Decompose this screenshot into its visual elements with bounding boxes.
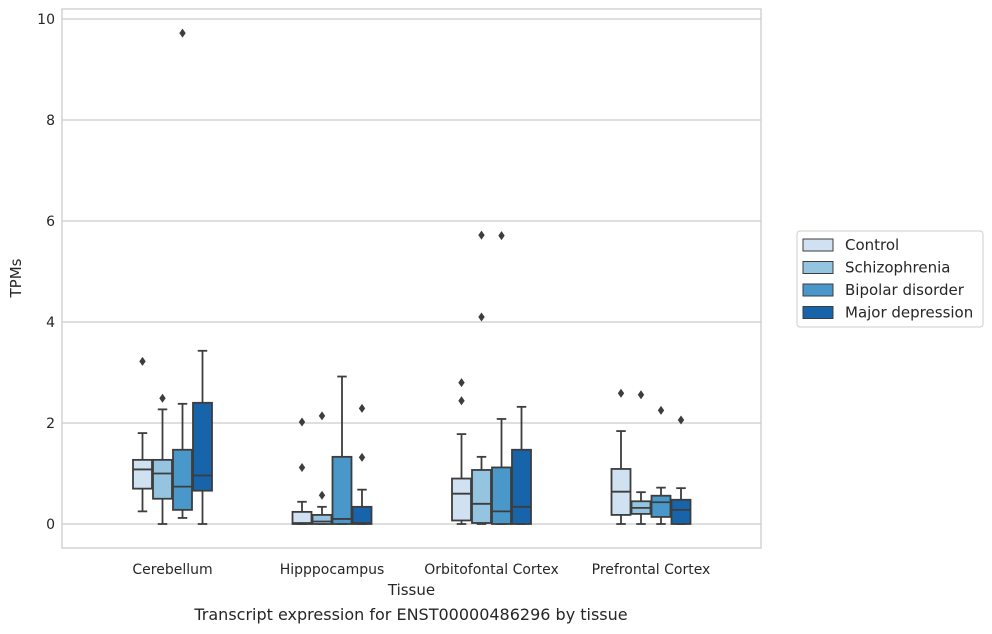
outlier-point: [458, 378, 465, 388]
legend-swatch: [802, 306, 834, 319]
outlier-point: [478, 230, 485, 240]
box-2-0: [172, 28, 193, 519]
x-tick-label: Cerebellum: [132, 562, 212, 578]
box-0-0: [132, 356, 153, 513]
box-iqr: [192, 401, 213, 492]
legend-entry-label: Control: [845, 236, 899, 254]
box-iqr: [650, 494, 672, 518]
outlier-point: [677, 415, 685, 425]
legend-swatch: [802, 283, 834, 297]
y-tick-label: 0: [46, 517, 55, 533]
box-0-2: [451, 378, 472, 525]
box-3-0: [192, 349, 213, 525]
outlier-point: [179, 28, 186, 38]
x-tick-label: Orbitofontal Cortex: [424, 562, 559, 578]
legend-frame: [796, 230, 984, 328]
outlier-point: [159, 393, 166, 403]
box-0-1: [291, 417, 313, 525]
x-axis-label: Tissue: [387, 581, 435, 599]
box-3-2: [511, 405, 532, 525]
box-1-0: [152, 393, 173, 525]
box-iqr: [152, 458, 173, 500]
box-iqr: [311, 514, 333, 525]
box-1-1: [311, 411, 333, 525]
box-iqr: [451, 477, 472, 522]
box-iqr: [670, 498, 692, 525]
box-iqr: [471, 469, 492, 524]
x-tick-label: Hipppocampus: [280, 562, 385, 578]
y-tick-label: 8: [46, 113, 55, 129]
outlier-point: [617, 388, 625, 398]
box-2-3: [650, 405, 672, 525]
outlier-point: [458, 396, 465, 406]
outlier-point: [298, 417, 306, 427]
y-axis-label: TPMs: [7, 258, 25, 298]
outlier-point: [637, 390, 645, 400]
outlier-point: [318, 411, 326, 421]
legend-entry-label: Major depression: [845, 304, 973, 322]
chart-caption: Transcript expression for ENST0000048629…: [194, 605, 628, 624]
grid-lines: [62, 18, 761, 525]
plot-frame: [61, 8, 762, 549]
y-tick-labels: 0 2 4 6 8 10: [37, 12, 55, 533]
boxes: [132, 28, 692, 525]
outlier-point: [139, 356, 146, 366]
box-iqr: [351, 505, 373, 525]
box-3-3: [670, 415, 692, 525]
box-iqr: [511, 448, 532, 525]
y-tick-label: 10: [37, 12, 55, 28]
outlier-point: [358, 452, 366, 462]
box-1-2: [471, 230, 492, 525]
box-1-3: [630, 390, 652, 525]
box-iqr: [331, 455, 353, 525]
box-iqr: [172, 448, 193, 511]
legend-entry-label: Schizophrenia: [845, 259, 950, 277]
box-iqr: [132, 458, 153, 490]
legend-entry-label: Bipolar disorder: [845, 281, 965, 299]
x-tick-label: Prefrontal Cortex: [592, 562, 711, 578]
outlier-point: [318, 490, 326, 500]
x-tick-labels: Cerebellum Hipppocampus Orbitofontal Corte…: [132, 562, 710, 578]
outlier-point: [478, 312, 485, 322]
legend-swatch: [802, 261, 834, 274]
legend-swatch: [802, 238, 834, 252]
box-2-1: [331, 375, 353, 525]
y-tick-label: 6: [46, 214, 55, 230]
outlier-point: [657, 405, 665, 415]
box-0-3: [610, 388, 632, 525]
box-iqr: [491, 466, 512, 525]
y-tick-label: 4: [46, 315, 55, 331]
box-iqr: [291, 510, 313, 525]
outlier-point: [498, 231, 505, 241]
outlier-point: [298, 462, 306, 472]
box-3-1: [351, 403, 373, 525]
outlier-point: [358, 403, 366, 413]
legend: Control Schizophrenia Bipolar disorder Majo…: [796, 230, 984, 328]
box-2-2: [491, 231, 512, 525]
y-tick-label: 2: [46, 416, 55, 432]
